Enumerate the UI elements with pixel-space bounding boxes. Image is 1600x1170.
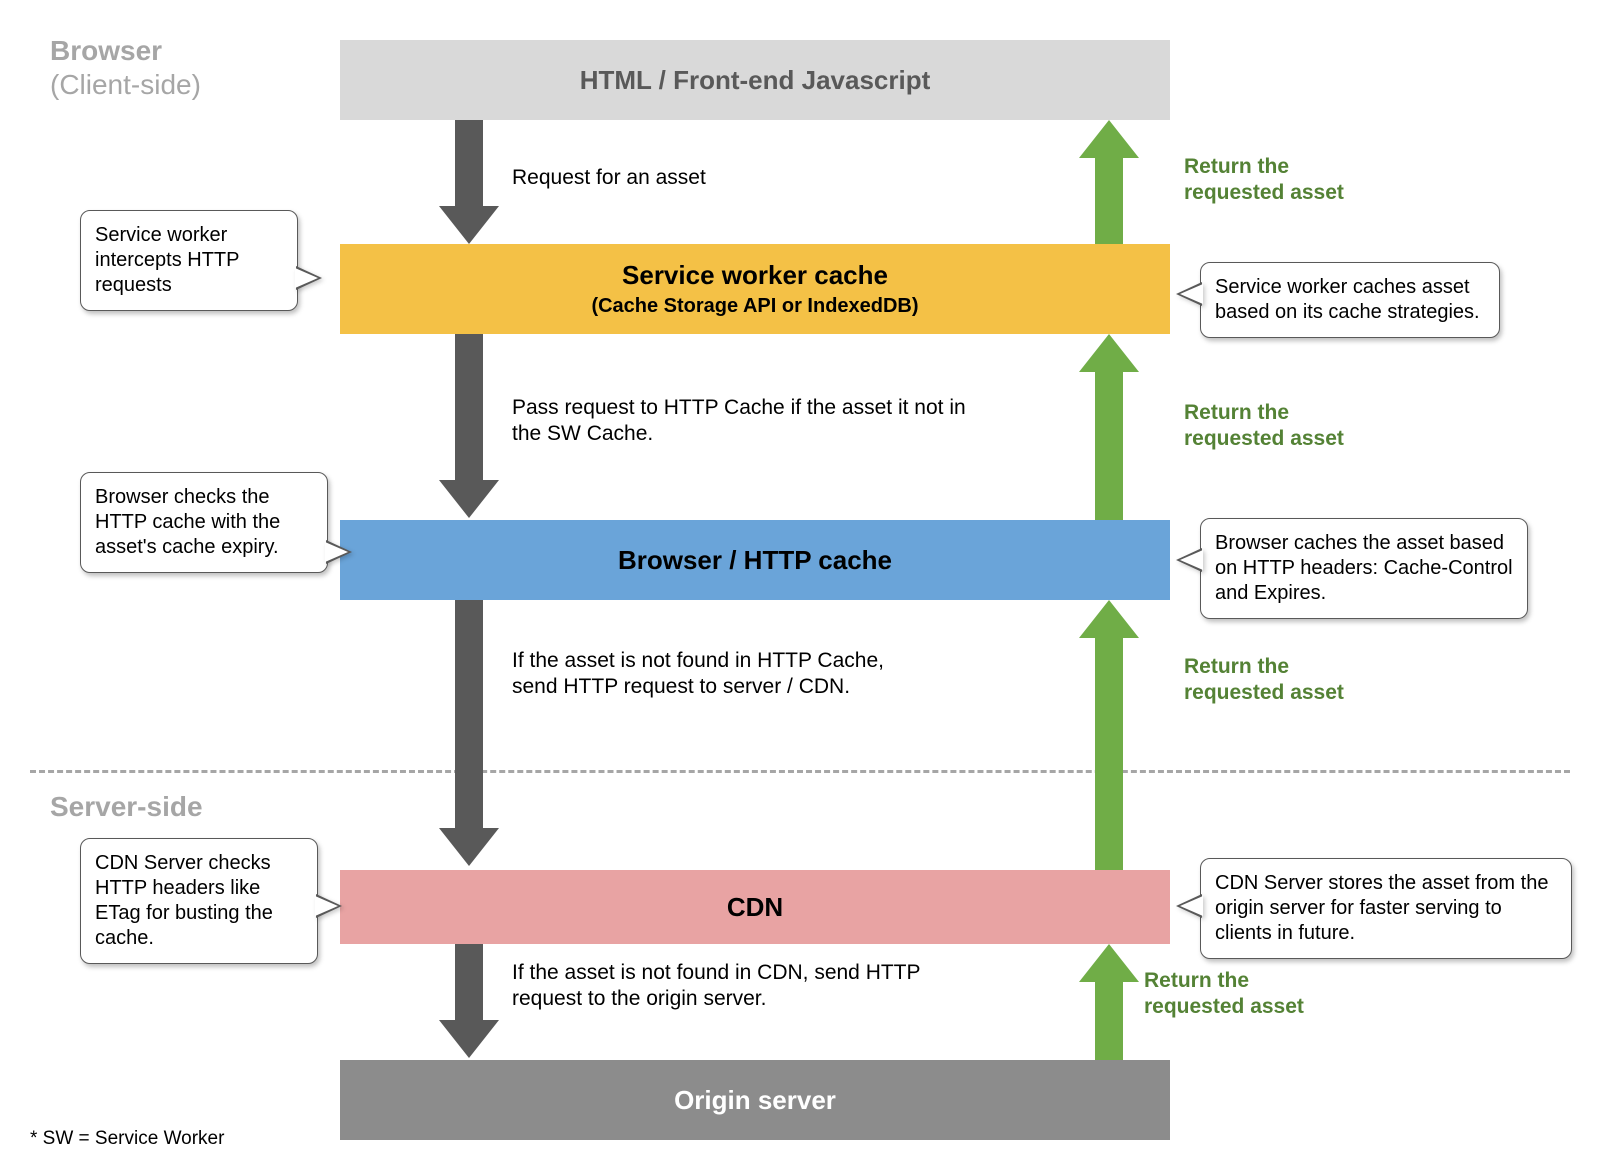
callout-http-left: Browser checks the HTTP cache with the a… (80, 472, 328, 573)
callout-sw-left-tail (296, 266, 322, 290)
callout-cdn-left-tail (316, 894, 342, 918)
callout-http-right-tail (1176, 548, 1202, 572)
layer-origin-title: Origin server (674, 1085, 836, 1116)
section-label-server: Server-side (50, 790, 203, 824)
return-text-3: Return therequested asset (1184, 654, 1384, 707)
callout-cdn-right: CDN Server stores the asset from the ori… (1200, 858, 1572, 959)
section-label-browser: Browser (Client-side) (50, 34, 201, 101)
callout-http-right: Browser caches the asset based on HTTP h… (1200, 518, 1528, 619)
layer-frontend-title: HTML / Front-end Javascript (580, 65, 931, 96)
callout-sw-right: Service worker caches asset based on its… (1200, 262, 1500, 338)
footnote: * SW = Service Worker (30, 1128, 224, 1150)
section-browser-line1: Browser (50, 35, 162, 66)
layer-cdn: CDN (340, 870, 1170, 944)
flow-text-4: If the asset is not found in CDN, send H… (512, 960, 992, 1013)
dashed-divider (30, 770, 1570, 773)
layer-http-title: Browser / HTTP cache (618, 545, 892, 576)
flow-text-2: Pass request to HTTP Cache if the asset … (512, 395, 982, 448)
callout-sw-right-tail (1176, 282, 1202, 306)
callout-cdn-left: CDN Server checks HTTP headers like ETag… (80, 838, 318, 964)
layer-sw: Service worker cache (Cache Storage API … (340, 244, 1170, 334)
callout-cdn-right-tail (1176, 894, 1202, 918)
section-browser-line2: (Client-side) (50, 69, 201, 100)
return-text-2: Return therequested asset (1184, 400, 1384, 453)
layer-origin: Origin server (340, 1060, 1170, 1140)
callout-http-left-tail (326, 540, 352, 564)
layer-sw-subtitle: (Cache Storage API or IndexedDB) (591, 295, 918, 318)
layer-frontend: HTML / Front-end Javascript (340, 40, 1170, 120)
flow-text-3: If the asset is not found in HTTP Cache,… (512, 648, 932, 701)
layer-sw-title: Service worker cache (622, 260, 888, 291)
flow-text-1: Request for an asset (512, 165, 932, 191)
section-server-text: Server-side (50, 791, 203, 822)
return-text-1: Return therequested asset (1184, 154, 1384, 207)
return-text-4: Return therequested asset (1144, 968, 1344, 1021)
layer-http: Browser / HTTP cache (340, 520, 1170, 600)
layer-cdn-title: CDN (727, 892, 783, 923)
callout-sw-left: Service worker intercepts HTTP requests (80, 210, 298, 311)
